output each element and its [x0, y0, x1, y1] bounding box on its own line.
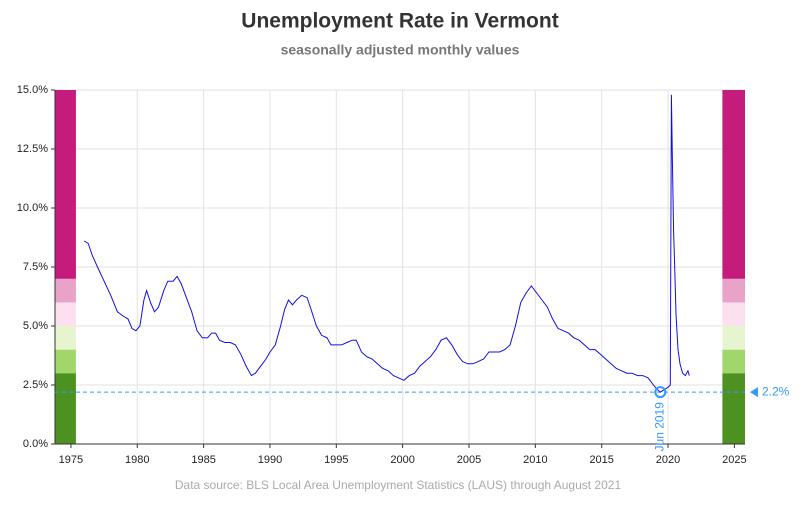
y-tick-label: 15.0% — [17, 84, 48, 96]
x-tick-label: 1990 — [258, 454, 282, 466]
rate-band — [55, 373, 76, 444]
rate-band — [55, 302, 76, 326]
y-tick-label: 7.5% — [23, 261, 48, 273]
x-tick-label: 2020 — [656, 454, 680, 466]
x-tick-label: 2010 — [523, 454, 547, 466]
y-tick-label: 2.5% — [23, 379, 48, 391]
x-tick-label: 1995 — [324, 454, 348, 466]
chart-subtitle: seasonally adjusted monthly values — [281, 42, 520, 58]
rate-band — [722, 278, 745, 303]
series-line — [83, 94, 690, 393]
rate-band — [722, 349, 745, 374]
annotation-marker — [654, 386, 667, 399]
x-tick-label: 2000 — [390, 454, 414, 466]
rate-band — [722, 90, 745, 279]
rate-band — [722, 373, 745, 444]
rate-band — [722, 302, 745, 326]
x-tick-label: 1975 — [59, 454, 83, 466]
y-tick-label: 0.0% — [23, 438, 48, 450]
x-tick-label: 2005 — [457, 454, 481, 466]
chart-title: Unemployment Rate in Vermont — [241, 10, 558, 33]
rate-band — [722, 326, 745, 350]
rate-band — [55, 326, 76, 350]
rate-band — [55, 278, 76, 303]
x-tick-label: 1980 — [125, 454, 149, 466]
y-tick-label: 5.0% — [23, 320, 48, 332]
y-tick-label: 12.5% — [17, 143, 48, 155]
x-tick-label: 2015 — [589, 454, 613, 466]
x-tick-label: 2025 — [722, 454, 746, 466]
source-note: Data source: BLS Local Area Unemployment… — [175, 478, 622, 492]
rate-band — [55, 90, 76, 279]
x-tick-label: 1985 — [191, 454, 215, 466]
annotation-arrow — [750, 387, 758, 398]
annotation-date: Jun 2019 — [653, 402, 667, 452]
rate-band — [55, 349, 76, 374]
y-tick-label: 10.0% — [17, 202, 48, 214]
annotation-value: 2.2% — [762, 384, 790, 398]
